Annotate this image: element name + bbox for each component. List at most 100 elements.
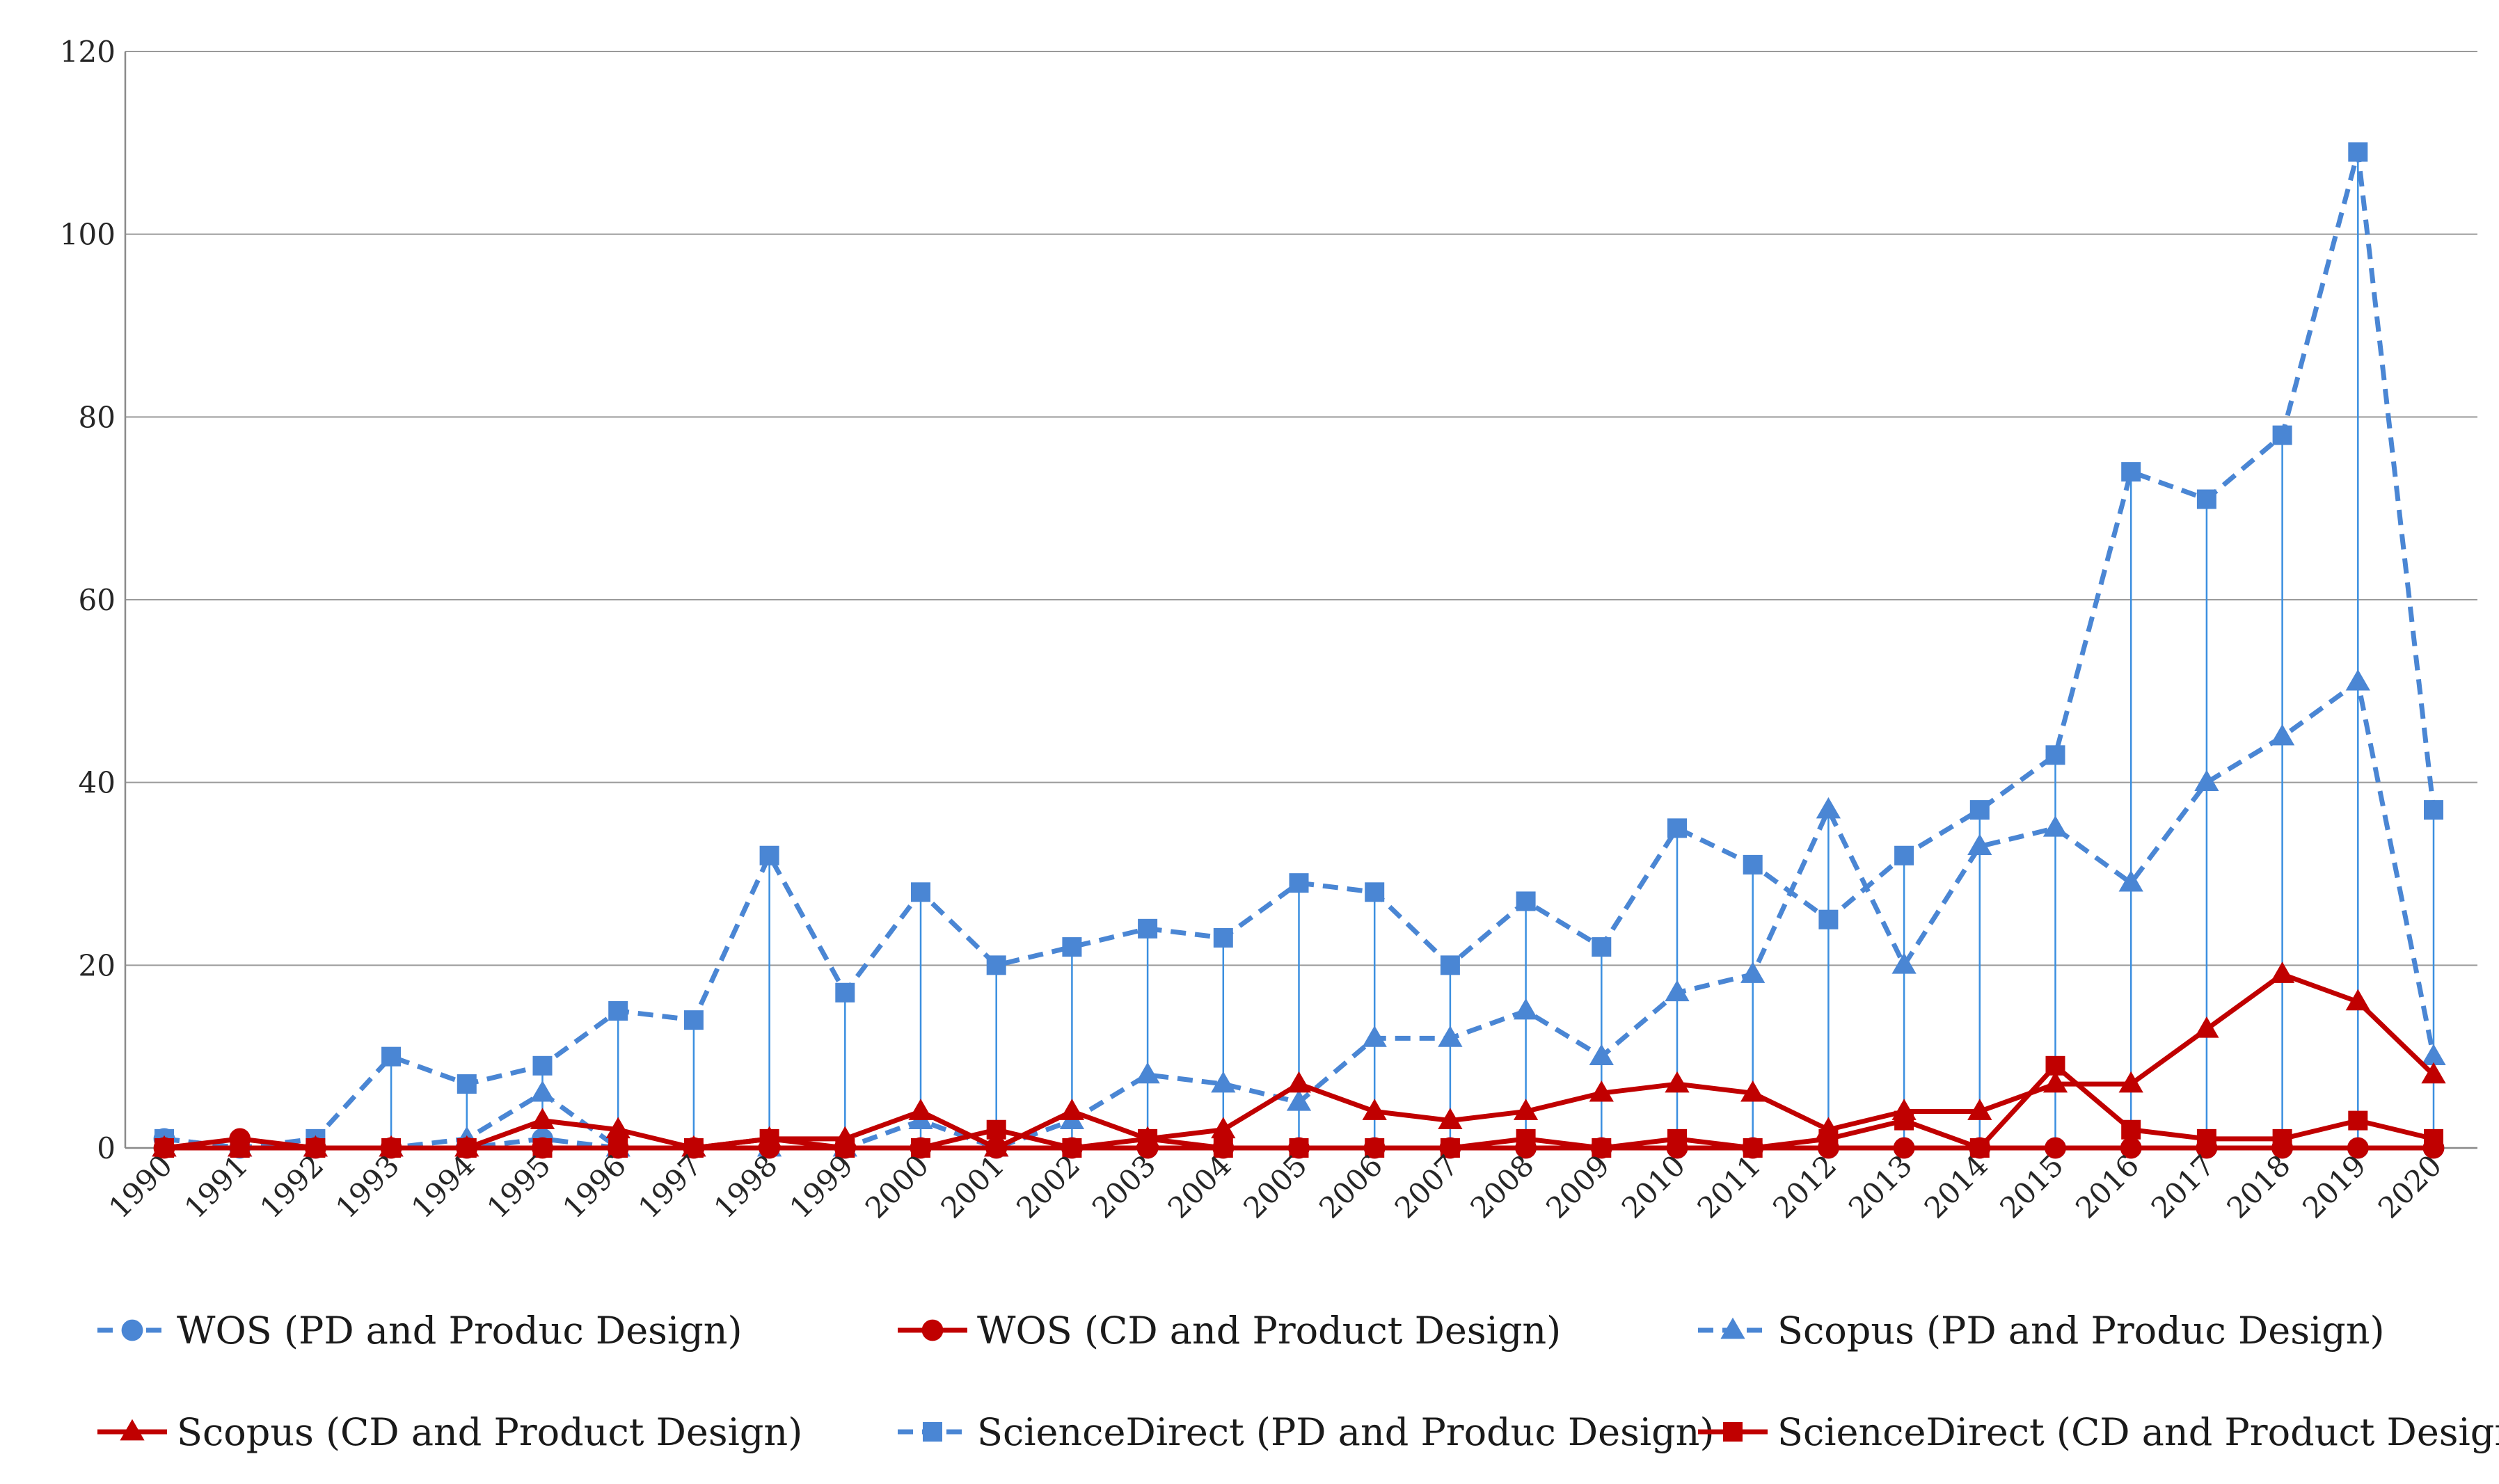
- data-point: [2345, 669, 2370, 691]
- data-point: [1740, 1080, 1766, 1102]
- series-4: [154, 142, 2443, 1158]
- data-point: [381, 1046, 402, 1067]
- data-point: [532, 1055, 553, 1076]
- data-point: [530, 1108, 555, 1129]
- legend: WOS (PD and Produc Design) WOS (CD and Pr…: [97, 1309, 2499, 1454]
- data-point: [2118, 1071, 2143, 1093]
- y-tick-label: 0: [97, 1131, 116, 1165]
- data-point: [306, 1138, 326, 1158]
- data-point: [1135, 1062, 1160, 1084]
- data-point: [908, 1099, 933, 1120]
- data-point: [1891, 952, 1917, 974]
- data-point: [1969, 1138, 1990, 1158]
- data-point: [1211, 1117, 1236, 1139]
- x-tick-label: 2004: [1161, 1148, 1238, 1224]
- legend-label: Scopus (CD and Product Design): [177, 1410, 802, 1454]
- x-tick-label: 1999: [783, 1148, 859, 1224]
- data-point: [1438, 1026, 1463, 1047]
- data-point: [1138, 1128, 1158, 1149]
- data-point: [2348, 142, 2368, 162]
- data-point: [2269, 724, 2295, 746]
- data-point: [1289, 873, 1309, 893]
- data-point: [1592, 1138, 1612, 1158]
- legend-marker: [1720, 1317, 1745, 1339]
- data-point: [2045, 745, 2065, 765]
- data-point: [2421, 1044, 2446, 1066]
- legend-label: Scopus (PD and Produc Design): [1777, 1309, 2385, 1353]
- data-point: [605, 1117, 630, 1139]
- data-point: [2272, 1128, 2292, 1149]
- x-tick-label: 1992: [253, 1148, 330, 1224]
- legend-item-4: ScienceDirect (PD and Produc Design): [898, 1410, 1715, 1454]
- data-point: [1365, 1138, 1385, 1158]
- data-point: [1740, 962, 1766, 983]
- y-tick-label: 60: [79, 583, 116, 617]
- data-point: [608, 1138, 628, 1158]
- x-tick-label: 2009: [1539, 1148, 1616, 1224]
- data-point: [1513, 998, 1539, 1020]
- data-point: [1818, 909, 1839, 930]
- data-point: [759, 1128, 779, 1149]
- x-tick-label: 1994: [405, 1148, 482, 1224]
- x-tick-label: 2019: [2296, 1148, 2372, 1224]
- data-point: [1286, 1090, 1312, 1111]
- y-tick-label: 100: [60, 218, 116, 252]
- x-tick-label: 2006: [1312, 1148, 1389, 1224]
- data-point: [984, 1135, 1009, 1157]
- data-point: [1362, 1026, 1387, 1047]
- data-point: [2345, 989, 2370, 1011]
- data-point: [1893, 1137, 1915, 1159]
- data-point: [2121, 462, 2141, 482]
- x-tick-label: 2016: [2069, 1148, 2145, 1224]
- x-tick-label: 1995: [480, 1148, 557, 1224]
- data-point: [2045, 1055, 2065, 1076]
- data-point: [1062, 937, 1082, 957]
- data-point: [2196, 489, 2216, 509]
- x-tick-label: 2000: [859, 1148, 935, 1224]
- data-point: [911, 1138, 930, 1158]
- y-tick-label: 40: [79, 766, 116, 800]
- data-point: [835, 982, 855, 1003]
- data-point: [2424, 800, 2443, 820]
- data-point: [1362, 1099, 1387, 1120]
- data-point: [1213, 1138, 1233, 1158]
- legend-item-0: WOS (PD and Produc Design): [97, 1309, 743, 1353]
- data-point: [2348, 1110, 2368, 1131]
- x-tick-label: 2007: [1388, 1148, 1465, 1224]
- data-point: [1213, 927, 1233, 948]
- x-tick-label: 2011: [1691, 1148, 1768, 1224]
- data-point: [1894, 845, 1914, 865]
- legend-label: ScienceDirect (CD and Product Design): [1777, 1410, 2499, 1454]
- data-point: [608, 1001, 628, 1021]
- x-tick-label: 1996: [556, 1148, 633, 1224]
- x-tick-label: 2015: [1993, 1148, 2070, 1224]
- x-tick-label: 2013: [1842, 1148, 1919, 1224]
- x-tick-label: 1991: [178, 1148, 255, 1224]
- data-point: [1440, 1138, 1460, 1158]
- data-point: [1967, 1099, 1992, 1120]
- data-point: [986, 1119, 1006, 1140]
- legend-item-2: Scopus (PD and Produc Design): [1698, 1309, 2385, 1353]
- data-point: [986, 955, 1006, 975]
- legend-marker: [121, 1319, 143, 1341]
- data-point: [1062, 1138, 1082, 1158]
- x-tick-label: 2010: [1615, 1148, 1692, 1224]
- data-point: [1516, 1128, 1536, 1149]
- data-point: [2194, 769, 2219, 792]
- data-point: [2194, 1016, 2219, 1038]
- data-point: [381, 1138, 402, 1158]
- x-tick-label: 2017: [2145, 1148, 2221, 1224]
- data-point: [532, 1138, 553, 1158]
- data-point: [835, 1138, 855, 1158]
- data-point: [1286, 1071, 1312, 1093]
- data-point: [2347, 1137, 2369, 1159]
- data-point: [2121, 1119, 2141, 1140]
- data-point: [1438, 1108, 1463, 1129]
- data-point: [911, 882, 930, 902]
- data-point: [1589, 1044, 1614, 1066]
- x-tick-label: 1997: [632, 1148, 708, 1224]
- legend-item-5: ScienceDirect (CD and Product Design): [1698, 1410, 2499, 1454]
- x-tick-label: 2001: [935, 1148, 1011, 1224]
- data-point: [1665, 980, 1690, 1002]
